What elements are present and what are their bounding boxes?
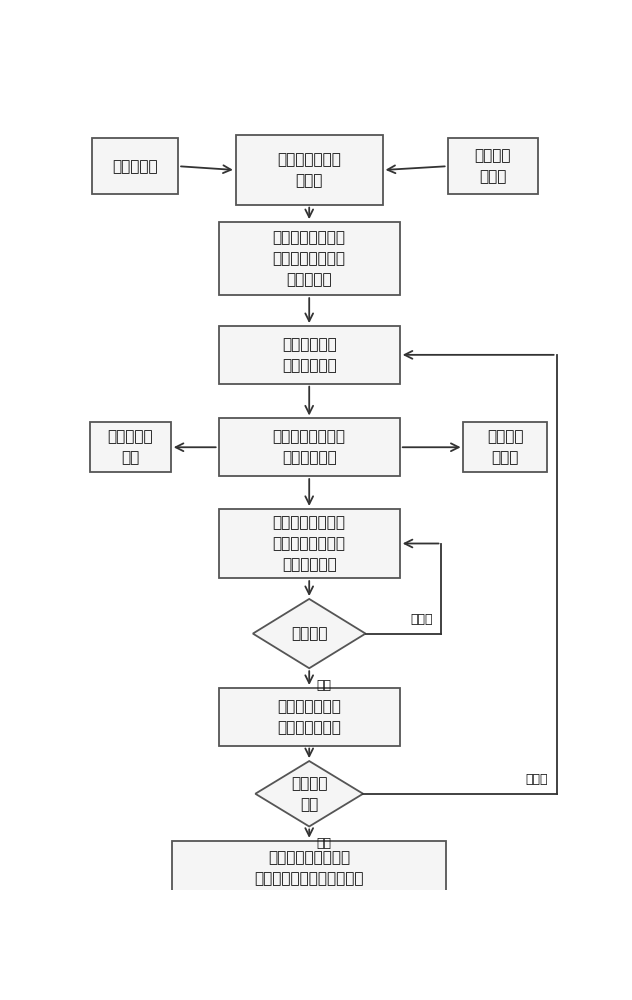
Text: 作动简数
最少: 作动简数 最少 <box>291 776 327 812</box>
FancyBboxPatch shape <box>236 135 382 205</box>
Text: 满足: 满足 <box>317 837 331 850</box>
Text: 主承载部件: 主承载部件 <box>112 159 158 174</box>
Text: 各工况载荷
大小: 各工况载荷 大小 <box>107 429 153 465</box>
FancyBboxPatch shape <box>219 509 400 578</box>
Text: 初步确认加载点位
置及载荷大小: 初步确认加载点位 置及载荷大小 <box>272 429 346 465</box>
FancyBboxPatch shape <box>92 138 178 194</box>
FancyBboxPatch shape <box>219 418 400 476</box>
Text: 满足: 满足 <box>317 679 331 692</box>
Polygon shape <box>253 599 365 668</box>
Text: 不满足: 不满足 <box>526 773 548 786</box>
FancyBboxPatch shape <box>219 222 400 295</box>
Polygon shape <box>255 761 363 826</box>
FancyBboxPatch shape <box>219 326 400 384</box>
Text: 襟翼载荷等效到关
键角度，主承载部
件，主方向: 襟翼载荷等效到关 键角度，主承载部 件，主方向 <box>272 230 346 287</box>
FancyBboxPatch shape <box>463 422 547 472</box>
Text: 襟翼疲劳载荷特
性分析: 襟翼疲劳载荷特 性分析 <box>277 152 341 188</box>
FancyBboxPatch shape <box>219 688 400 746</box>
Text: 疲劳对比分析，
疲劳损伤相当；: 疲劳对比分析， 疲劳损伤相当； <box>277 699 341 735</box>
Text: 部件载荷分区
计算压心分布: 部件载荷分区 计算压心分布 <box>282 337 337 373</box>
Text: 襟翼加载方案确定，
计算不平衡量，处理到翼盒: 襟翼加载方案确定， 计算不平衡量，处理到翼盒 <box>255 850 364 886</box>
Text: 各工况损
伤大小: 各工况损 伤大小 <box>487 429 523 465</box>
Text: 确定各加载点的载
荷系数，计算处理
前后载荷误差: 确定各加载点的载 荷系数，计算处理 前后载荷误差 <box>272 515 346 572</box>
FancyBboxPatch shape <box>172 841 446 896</box>
Text: 目标误差: 目标误差 <box>291 626 327 641</box>
Text: 关键角度
主方向: 关键角度 主方向 <box>475 148 511 184</box>
FancyBboxPatch shape <box>90 422 171 472</box>
Text: 不满足: 不满足 <box>411 613 433 626</box>
FancyBboxPatch shape <box>447 138 538 194</box>
